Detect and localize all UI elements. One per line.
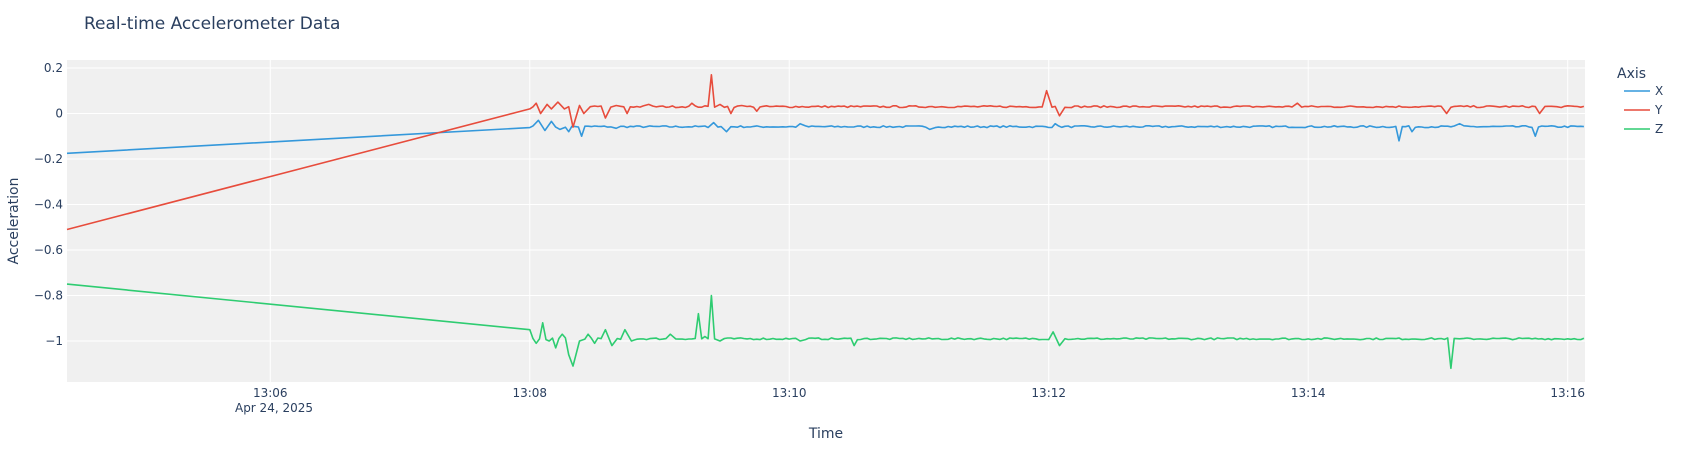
x-tick-label: 13:06 bbox=[253, 386, 288, 400]
x-tick-label: 13:10 bbox=[772, 386, 807, 400]
x-tick-label: 13:08 bbox=[512, 386, 547, 400]
legend-label-y[interactable]: Y bbox=[1654, 103, 1663, 117]
series-line-x bbox=[66, 119, 1584, 155]
x-axis-ticks: 13:06 13:08 13:10 13:12 13:14 13:16 bbox=[253, 386, 1585, 400]
chart-title: Real-time Accelerometer Data bbox=[84, 14, 340, 34]
grid-lines bbox=[67, 60, 1585, 382]
legend-label-z[interactable]: Z bbox=[1655, 122, 1663, 136]
series-layer bbox=[66, 74, 1585, 370]
y-tick-label: 0.2 bbox=[44, 61, 63, 75]
y-tick-label: −1 bbox=[45, 334, 63, 348]
x-date-label: Apr 24, 2025 bbox=[235, 401, 313, 415]
series-line-z bbox=[66, 283, 1585, 370]
x-axis-title: Time bbox=[808, 426, 843, 442]
y-axis-title: Acceleration bbox=[6, 178, 22, 265]
legend-label-x[interactable]: X bbox=[1655, 84, 1663, 98]
y-axis-ticks: 0.2 0 −0.2 −0.4 −0.6 −0.8 −1 bbox=[34, 61, 63, 348]
x-tick-label: 13:14 bbox=[1291, 386, 1326, 400]
y-tick-label: −0.8 bbox=[34, 289, 63, 303]
y-tick-label: −0.2 bbox=[34, 152, 63, 166]
y-tick-label: −0.4 bbox=[34, 198, 63, 212]
series-line-y bbox=[66, 74, 1585, 231]
y-tick-label: 0 bbox=[55, 106, 63, 120]
x-tick-label: 13:12 bbox=[1031, 386, 1066, 400]
legend: Axis XYZ bbox=[1617, 66, 1663, 136]
plot-area bbox=[67, 60, 1585, 382]
legend-title: Axis bbox=[1617, 66, 1646, 82]
y-tick-label: −0.6 bbox=[34, 243, 63, 257]
x-tick-label: 13:16 bbox=[1550, 386, 1585, 400]
